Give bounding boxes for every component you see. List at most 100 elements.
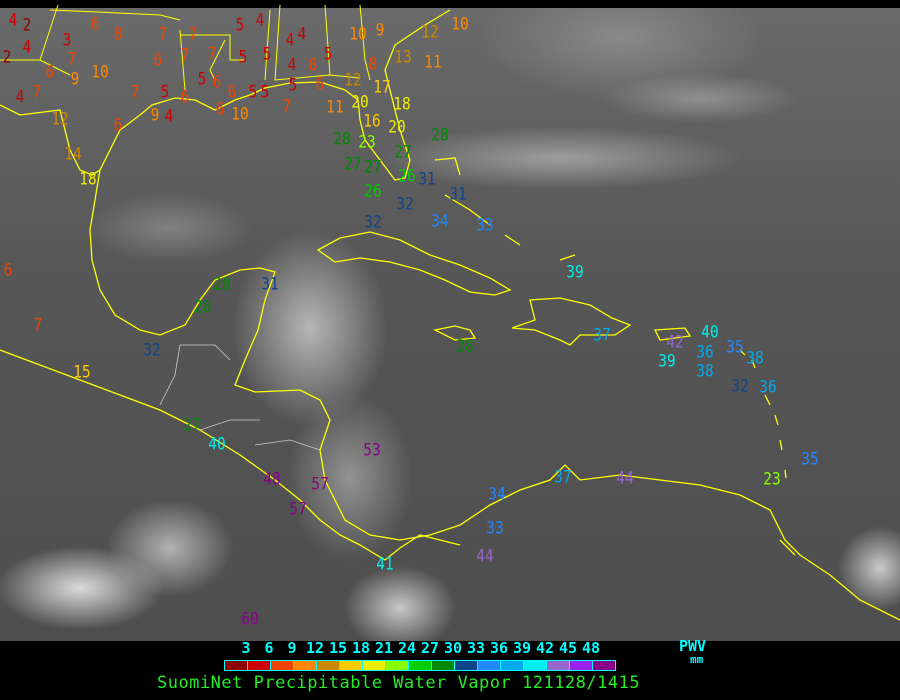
station-pwv-value: 5 — [235, 15, 245, 36]
station-pwv-value: 26 — [398, 166, 416, 187]
legend-tick: 30 — [443, 639, 463, 657]
station-pwv-value: 31 — [418, 169, 436, 190]
station-pwv-value: 27 — [183, 415, 201, 436]
legend-unit-label: mm — [690, 653, 704, 666]
legend-color-cell — [478, 661, 501, 670]
legend-variable-label: PWV — [679, 637, 707, 655]
station-pwv-value: 36 — [759, 377, 777, 398]
station-pwv-value: 39 — [658, 351, 676, 372]
legend-tick: 48 — [581, 639, 601, 657]
station-pwv-value: 42 — [666, 332, 684, 353]
station-pwv-value: 9 — [70, 69, 80, 90]
legend-tick: 6 — [264, 639, 274, 657]
station-pwv-value: 11 — [424, 52, 442, 73]
station-pwv-value: 23 — [358, 132, 376, 153]
station-pwv-value: 60 — [241, 609, 259, 630]
coastlines — [0, 4, 900, 621]
station-pwv-value: 38 — [746, 348, 764, 369]
legend-tick: 18 — [351, 639, 371, 657]
caribbean-central-america — [234, 359, 900, 621]
station-pwv-value: 6 — [113, 115, 123, 136]
legend-color-cell — [524, 661, 547, 670]
station-pwv-value: 6 — [45, 62, 55, 83]
legend-color-cell — [386, 661, 409, 670]
station-pwv-value: 31 — [261, 274, 279, 295]
station-pwv-value: 13 — [394, 47, 412, 68]
station-pwv-value: 28 — [456, 336, 474, 357]
station-pwv-value: 7 — [130, 82, 140, 103]
station-pwv-value: 4 — [285, 30, 295, 51]
station-pwv-value: 31 — [449, 184, 467, 205]
legend-color-cell — [225, 661, 248, 670]
station-pwv-value: 5 — [238, 47, 248, 68]
station-pwv-value: 32 — [364, 212, 382, 233]
legend-color-cell — [432, 661, 455, 670]
station-pwv-value: 5 — [197, 69, 207, 90]
station-pwv-value: 27 — [344, 154, 362, 175]
legend-tick: 9 — [287, 639, 297, 657]
station-pwv-value: 37 — [554, 467, 572, 488]
station-pwv-value: 20 — [351, 92, 369, 113]
station-pwv-value: 12 — [51, 109, 69, 130]
station-pwv-value: 27 — [364, 157, 382, 178]
legend-tick: 15 — [328, 639, 348, 657]
station-pwv-value: 7 — [158, 24, 168, 45]
cuba — [316, 231, 512, 296]
station-pwv-value: 7 — [207, 44, 217, 65]
station-pwv-value: 10 — [91, 62, 109, 83]
legend-color-cell — [455, 661, 478, 670]
station-pwv-value: 4 — [8, 10, 18, 31]
station-pwv-value: 33 — [486, 518, 504, 539]
station-pwv-value: 35 — [801, 449, 819, 470]
station-pwv-value: 7 — [33, 315, 43, 336]
legend-tick: 3 — [241, 639, 251, 657]
station-pwv-value: 6 — [315, 74, 325, 95]
station-pwv-value: 17 — [373, 77, 391, 98]
station-pwv-value: 12 — [344, 70, 362, 91]
station-pwv-value: 14 — [64, 144, 82, 165]
station-pwv-value: 8 — [113, 24, 123, 45]
legend-color-cell — [294, 661, 317, 670]
station-pwv-value: 37 — [593, 325, 611, 346]
station-pwv-value: 8 — [368, 54, 378, 75]
station-pwv-value: 34 — [431, 211, 449, 232]
station-pwv-value: 4 — [22, 37, 32, 58]
legend-color-cell — [340, 661, 363, 670]
station-pwv-value: 28 — [213, 274, 231, 295]
station-pwv-value: 15 — [73, 362, 91, 383]
station-pwv-value: 28 — [431, 125, 449, 146]
station-pwv-value: 6 — [3, 260, 13, 281]
legend-tick: 21 — [374, 639, 394, 657]
legend-color-cell — [547, 661, 570, 670]
station-pwv-value: 4 — [297, 24, 307, 45]
legend-color-cell — [248, 661, 271, 670]
station-pwv-value: 5 — [160, 82, 170, 103]
station-pwv-value: 44 — [616, 468, 634, 489]
station-pwv-value: 10 — [231, 104, 249, 125]
legend-color-cell — [593, 661, 615, 670]
station-pwv-value: 32 — [731, 376, 749, 397]
station-pwv-value: 7 — [180, 45, 190, 66]
station-pwv-value: 35 — [726, 337, 744, 358]
station-pwv-value: 5 — [260, 82, 270, 103]
station-pwv-value: 40 — [701, 322, 719, 343]
station-pwv-value: 32 — [396, 194, 414, 215]
station-pwv-value: 44 — [476, 546, 494, 567]
legend-tick: 42 — [535, 639, 555, 657]
legend-tick: 33 — [466, 639, 486, 657]
legend-tick: 24 — [397, 639, 417, 657]
station-pwv-value: 6 — [180, 87, 190, 108]
legend-tick: 12 — [305, 639, 325, 657]
pacific-coast — [0, 349, 461, 561]
state-borders — [0, 4, 371, 91]
map-title: SuomiNet Precipitable Water Vapor 121128… — [157, 673, 641, 693]
station-pwv-value: 26 — [364, 181, 382, 202]
station-pwv-value: 33 — [476, 215, 494, 236]
station-pwv-value: 20 — [388, 117, 406, 138]
mexico-coast — [89, 169, 276, 361]
station-pwv-value: 27 — [394, 142, 412, 163]
station-pwv-value: 34 — [488, 484, 506, 505]
satellite-image — [0, 8, 900, 641]
station-pwv-value: 10 — [349, 24, 367, 45]
